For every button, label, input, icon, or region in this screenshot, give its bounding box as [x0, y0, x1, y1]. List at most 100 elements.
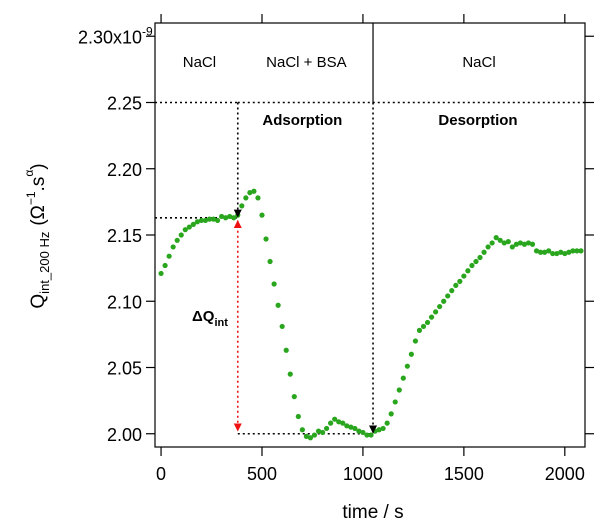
data-point [287, 371, 293, 377]
data-point [533, 248, 540, 254]
data-point [465, 268, 471, 274]
data-point [428, 314, 435, 320]
data-point [501, 240, 507, 246]
data-point [247, 190, 253, 196]
data-point [303, 433, 310, 439]
data-point [279, 323, 285, 330]
data-point [453, 282, 459, 288]
data-point [388, 411, 394, 417]
data-point [170, 244, 176, 250]
data-point [255, 195, 261, 201]
delta-q-label: ΔQint [192, 308, 228, 329]
data-point [384, 420, 390, 426]
data-point [392, 399, 398, 405]
data-point [315, 428, 322, 434]
y-axis-label-mid: .s [28, 177, 49, 192]
data-point [162, 262, 168, 269]
region-label: NaCl + BSA [266, 54, 346, 71]
y-axis-label-close: ) [28, 163, 49, 169]
data-point [473, 258, 479, 265]
x-axis-ticks: 0 500 1000 1500 2000 [156, 14, 585, 484]
x-tick-label: 500 [247, 464, 277, 484]
data-point [457, 278, 463, 284]
data-point [550, 250, 556, 257]
data-point [328, 420, 334, 426]
data-point [537, 249, 544, 255]
data-point [307, 435, 314, 441]
data-point [194, 219, 200, 225]
y-axis-label: Qint_200 Hz (Ω−1.sα) [22, 163, 52, 308]
y-tick-label: 2.30x10 [78, 27, 142, 47]
data-point [267, 258, 273, 265]
data-point [578, 248, 584, 254]
data-point [509, 244, 515, 250]
data-point [396, 387, 402, 393]
phase-label: Desorption [438, 112, 517, 129]
data-point [416, 327, 423, 333]
region-label: NaCl [183, 54, 216, 71]
data-point [174, 237, 180, 243]
data-point [445, 293, 451, 299]
data-point [223, 215, 229, 221]
y-exponent: -9 [142, 24, 153, 38]
data-point [271, 281, 277, 287]
data-point [348, 424, 354, 430]
data-point [424, 319, 431, 326]
data-point [227, 213, 233, 220]
data-point [525, 240, 532, 246]
data-point [469, 262, 475, 269]
data-point [360, 429, 366, 436]
data-point [202, 217, 209, 224]
data-point [513, 241, 519, 247]
y-axis-label-sub: int_200 Hz [37, 232, 52, 294]
data-point [275, 302, 281, 308]
data-point [190, 221, 196, 227]
data-point [400, 375, 406, 381]
data-point [433, 309, 439, 315]
data-point [299, 427, 305, 433]
reference-lines [155, 23, 585, 435]
data-point [198, 217, 205, 224]
data-point [380, 425, 386, 432]
x-tick-label: 2000 [545, 464, 585, 484]
data-point [558, 249, 564, 255]
phase-label: Adsorption [262, 112, 342, 129]
y-tick-label: 2.05 [107, 359, 142, 379]
data-point [420, 323, 427, 330]
data-point [529, 241, 536, 247]
y-tick-label: 2.25 [107, 94, 142, 114]
y-axis-label-main: Q [28, 294, 49, 309]
data-point [449, 288, 455, 294]
data-point [283, 347, 289, 353]
data-point [481, 249, 487, 255]
y-tick-label: 2.00 [107, 425, 142, 445]
plot-frame [154, 22, 586, 448]
data-point [340, 420, 346, 426]
data-point [437, 303, 443, 310]
data-point [441, 298, 447, 304]
data-point [239, 203, 245, 209]
data-point [542, 249, 548, 255]
data-point [291, 394, 297, 400]
data-point [166, 253, 172, 259]
data-point [219, 213, 225, 220]
annotation-arrows [233, 102, 378, 434]
svg-text:Qint_200 Hz(Ω−1.sα): Qint_200 Hz (Ω−1.sα) [22, 163, 52, 308]
y-axis-label-open: (Ω [28, 205, 49, 226]
data-point [493, 235, 499, 241]
data-point [323, 425, 330, 432]
x-tick-label: 1000 [343, 464, 383, 484]
data-point [554, 250, 560, 257]
data-point [461, 273, 467, 279]
data-point [206, 216, 213, 222]
data-point [505, 239, 511, 245]
y-tick-label: 2.15 [107, 226, 142, 246]
data-point [517, 240, 523, 246]
y-axis-label-sup2: α [22, 170, 36, 177]
data-point [319, 429, 326, 436]
x-tick-label: 0 [156, 464, 166, 484]
data-point [574, 248, 580, 254]
data-point [546, 248, 552, 254]
data-point [485, 244, 491, 250]
